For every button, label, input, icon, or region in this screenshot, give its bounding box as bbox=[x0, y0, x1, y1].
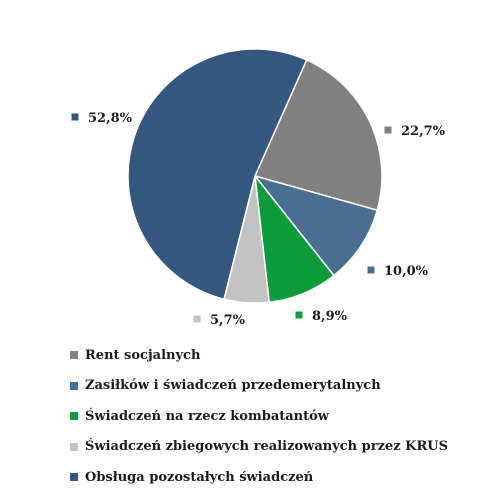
data-labels: 22,7% 10,0% 8,9% 5,7% 52,8% bbox=[71, 111, 446, 328]
pie-slice-zasilkow-i-swiadczen-przedemerytalnych bbox=[252, 174, 379, 277]
legend-item-zasilkow-i-swiadczen-przedemerytalnych: Zasiłków i świadczeń przedemerytalnych bbox=[70, 371, 480, 402]
data-label-swatch-swiadczen-zbiegowych-realizowanych-przez-krus bbox=[193, 315, 201, 323]
legend-swatch-obsluga-pozostalych-swiadczen bbox=[70, 473, 78, 482]
legend-label: Zasiłków i świadczeń przedemerytalnych bbox=[85, 378, 381, 394]
legend-swatch-swiadczen-zbiegowych-realizowanych-przez-krus bbox=[70, 442, 78, 451]
data-label-swatch-obsluga-pozostalych-swiadczen bbox=[71, 113, 79, 121]
data-label-swatch-zasilkow-i-swiadczen-przedemerytalnych bbox=[367, 266, 375, 274]
legend-item-rent-socjalnych: Rent socjalnych bbox=[70, 340, 480, 371]
pie-chart: 22,7% 10,0% 8,9% 5,7% 52,8% bbox=[71, 48, 446, 328]
data-label-rent-socjalnych: 22,7% bbox=[401, 124, 446, 139]
data-label-swiadczen-na-rzecz-kombatantow: 8,9% bbox=[312, 309, 348, 324]
pie-slices bbox=[127, 48, 383, 304]
legend-label: Świadczeń na rzecz kombatantów bbox=[85, 408, 329, 424]
legend-swatch-rent-socjalnych bbox=[70, 351, 78, 360]
legend-label: Rent socjalnych bbox=[85, 347, 201, 363]
legend-item-swiadczen-zbiegowych-realizowanych-przez-krus: Świadczeń zbiegowych realizowanych przez… bbox=[70, 432, 480, 463]
legend-item-swiadczen-na-rzecz-kombatantow: Świadczeń na rzecz kombatantów bbox=[70, 401, 480, 432]
data-label-zasilkow-i-swiadczen-przedemerytalnych: 10,0% bbox=[384, 264, 429, 279]
legend-item-obsluga-pozostalych-swiadczen: Obsługa pozostałych świadczeń bbox=[70, 462, 480, 493]
legend-swatch-zasilkow-i-swiadczen-przedemerytalnych bbox=[70, 381, 78, 390]
data-label-swatch-rent-socjalnych bbox=[384, 126, 392, 134]
legend-label: Obsługa pozostałych świadczeń bbox=[85, 469, 314, 485]
pie-slice-rent-socjalnych bbox=[253, 58, 383, 212]
data-label-obsluga-pozostalych-swiadczen: 52,8% bbox=[88, 111, 133, 126]
data-label-swiadczen-zbiegowych-realizowanych-przez-krus: 5,7% bbox=[210, 313, 246, 328]
pie-slice-obsluga-pozostalych-swiadczen bbox=[127, 48, 308, 301]
legend-swatch-swiadczen-na-rzecz-kombatantow bbox=[70, 412, 78, 421]
data-label-swatch-swiadczen-na-rzecz-kombatantow bbox=[295, 311, 303, 319]
chart-legend: Rent socjalnych Zasiłków i świadczeń prze… bbox=[70, 340, 480, 493]
legend-label: Świadczeń zbiegowych realizowanych przez… bbox=[85, 439, 448, 455]
